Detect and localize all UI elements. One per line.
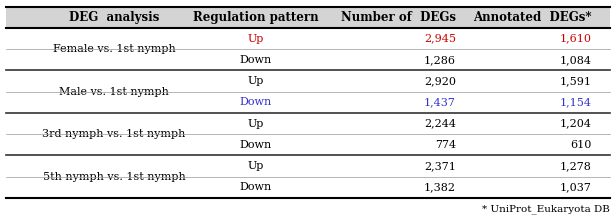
Text: 1,037: 1,037 xyxy=(559,182,591,192)
Bar xyxy=(6,7,610,28)
Text: Down: Down xyxy=(240,55,272,65)
Text: 610: 610 xyxy=(570,140,591,150)
Text: 1,286: 1,286 xyxy=(424,55,456,65)
Text: Up: Up xyxy=(248,76,264,86)
Text: Down: Down xyxy=(240,140,272,150)
Text: 2,244: 2,244 xyxy=(424,119,456,128)
Text: Up: Up xyxy=(248,119,264,128)
Text: Up: Up xyxy=(248,161,264,171)
Text: Male vs. 1st nymph: Male vs. 1st nymph xyxy=(59,87,169,97)
Text: 1,084: 1,084 xyxy=(559,55,591,65)
Text: DEG  analysis: DEG analysis xyxy=(69,11,159,24)
Text: 1,382: 1,382 xyxy=(424,182,456,192)
Text: 1,437: 1,437 xyxy=(424,97,456,107)
Text: Number of  DEGs: Number of DEGs xyxy=(341,11,456,24)
Text: * UniProt_Eukaryota DB: * UniProt_Eukaryota DB xyxy=(482,205,610,214)
Text: 774: 774 xyxy=(435,140,456,150)
Text: 5th nymph vs. 1st nymph: 5th nymph vs. 1st nymph xyxy=(43,172,185,182)
Text: 2,371: 2,371 xyxy=(424,161,456,171)
Text: 2,920: 2,920 xyxy=(424,76,456,86)
Text: 1,610: 1,610 xyxy=(559,33,591,44)
Text: Up: Up xyxy=(248,33,264,44)
Text: Down: Down xyxy=(240,97,272,107)
Text: Regulation pattern: Regulation pattern xyxy=(193,11,318,24)
Text: 1,591: 1,591 xyxy=(559,76,591,86)
Text: 1,204: 1,204 xyxy=(559,119,591,128)
Text: 3rd nymph vs. 1st nymph: 3rd nymph vs. 1st nymph xyxy=(43,129,185,139)
Text: Female vs. 1st nymph: Female vs. 1st nymph xyxy=(52,44,176,54)
Text: 1,278: 1,278 xyxy=(559,161,591,171)
Text: Down: Down xyxy=(240,182,272,192)
Text: 2,945: 2,945 xyxy=(424,33,456,44)
Text: 1,154: 1,154 xyxy=(559,97,591,107)
Text: Annotated  DEGs*: Annotated DEGs* xyxy=(473,11,591,24)
